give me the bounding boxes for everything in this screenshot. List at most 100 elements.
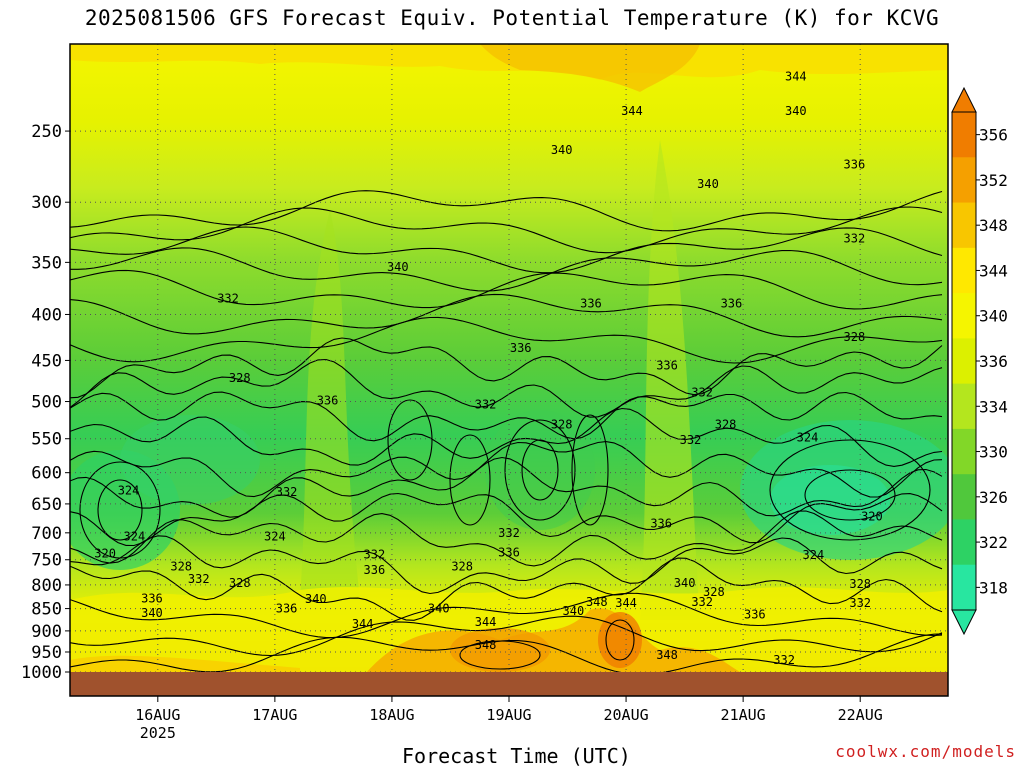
- contour-label: 320: [94, 547, 116, 561]
- colorbar-segment: [952, 247, 976, 294]
- contour-line: [70, 615, 943, 657]
- y-tick-label: 300: [31, 193, 62, 213]
- contour-label: 344: [621, 104, 643, 118]
- contour-line: [70, 269, 943, 310]
- colorbar-label: 352: [979, 171, 1008, 190]
- colorbar-segment: [952, 202, 976, 249]
- y-tick-label: 800: [31, 576, 62, 596]
- field-warm-column-1: [300, 210, 360, 600]
- contour-label: 340: [387, 260, 409, 274]
- colorbar-label: 340: [979, 307, 1008, 326]
- colorbar-label: 348: [979, 216, 1008, 235]
- colorbar-bottom-arrow: [951, 609, 977, 636]
- x-tick-label: 16AUG: [135, 706, 180, 724]
- y-tick-label: 750: [31, 551, 62, 571]
- contour-line: [70, 316, 943, 364]
- contour-label: 336: [580, 297, 602, 311]
- colorbar-label: 344: [979, 261, 1008, 280]
- y-tick-label: 500: [31, 393, 62, 413]
- colorbar-segment: [952, 519, 976, 566]
- contour-line: [70, 190, 943, 232]
- contour-label: 340: [305, 592, 327, 606]
- y-tick-label: 950: [31, 643, 62, 663]
- grid-lines: [70, 44, 948, 696]
- contour-line: [70, 557, 943, 621]
- contour-label: 332: [691, 386, 713, 400]
- contour-label: 324: [118, 484, 140, 498]
- contour-label: 324: [797, 431, 819, 445]
- contour-label: 344: [475, 615, 497, 629]
- x-tick-sublabel: 2025: [140, 724, 176, 742]
- colorbar-segment: [952, 112, 976, 158]
- contour-label: 336: [141, 591, 163, 605]
- y-axis: 2503003504004505005506006507007508008509…: [21, 122, 70, 683]
- x-tick-label: 19AUG: [486, 706, 531, 724]
- field-upper-orange: [480, 44, 700, 92]
- contour-label: 328: [849, 577, 871, 591]
- contour-label: 348: [586, 595, 608, 609]
- colorbar-label: 330: [979, 443, 1008, 462]
- contour-loop: [449, 434, 491, 526]
- contour-label: 332: [276, 485, 298, 499]
- contour-line: [70, 358, 943, 418]
- y-tick-label: 650: [31, 495, 62, 515]
- contour-label: 320: [861, 509, 883, 523]
- contour-label: 332: [691, 595, 713, 609]
- x-tick-label: 20AUG: [603, 706, 648, 724]
- y-tick-label: 550: [31, 430, 62, 450]
- contour-loop: [605, 619, 635, 661]
- colorbar-segment: [952, 338, 976, 385]
- contour-loop: [79, 461, 161, 559]
- contour-line: [70, 226, 943, 274]
- colorbar-segment: [952, 383, 976, 430]
- contour-loop: [459, 640, 541, 670]
- colorbar-label: 356: [979, 126, 1008, 145]
- contour-label: 340: [551, 143, 573, 157]
- field-warm-spot-2: [598, 612, 642, 668]
- y-tick-label: 600: [31, 464, 62, 484]
- contour-label: 328: [844, 330, 866, 344]
- contour-loop: [571, 414, 609, 526]
- contour-label: 332: [475, 397, 497, 411]
- contour-label: 348: [656, 648, 678, 662]
- colorbar-label: 334: [979, 397, 1008, 416]
- colorbar: 356 352 348 344 340 336 334 330 326 322 318: [951, 86, 1008, 636]
- y-tick-label: 1000: [21, 663, 62, 683]
- contour-label: 336: [364, 563, 386, 577]
- x-tick-label: 22AUG: [838, 706, 883, 724]
- contour-label: 344: [615, 596, 637, 610]
- contour-label: 336: [317, 394, 339, 408]
- contour-label: 332: [217, 292, 239, 306]
- contour-label: 336: [844, 157, 866, 171]
- contour-label: 340: [141, 606, 163, 620]
- contour-loop: [504, 419, 576, 521]
- contour-label: 324: [124, 529, 146, 543]
- x-tick-label: 18AUG: [369, 706, 414, 724]
- colorbar-label: 326: [979, 488, 1008, 507]
- y-tick-label: 400: [31, 305, 62, 325]
- contour-line: [70, 492, 943, 547]
- contour-label: 336: [498, 545, 520, 559]
- contour-label: 340: [563, 604, 585, 618]
- credit-link[interactable]: coolwx.com/models: [835, 742, 1016, 761]
- contour-label: 328: [229, 576, 251, 590]
- colorbar-segment: [952, 428, 976, 475]
- contour-line: [70, 592, 943, 639]
- field-warm-spot-1: [450, 628, 550, 672]
- contour-label: 332: [844, 231, 866, 245]
- x-tick-label: 21AUG: [721, 706, 766, 724]
- contour-line: [70, 337, 943, 399]
- x-tick-label: 17AUG: [252, 706, 297, 724]
- chart-title: 2025081506 GFS Forecast Equiv. Potential…: [84, 6, 940, 30]
- contour-loop: [521, 439, 559, 501]
- y-tick-label: 250: [31, 122, 62, 142]
- contour-label: 332: [849, 596, 871, 610]
- contour-label: 328: [715, 418, 737, 432]
- colorbar-label: 336: [979, 352, 1008, 371]
- contour-label: 332: [364, 548, 386, 562]
- contour-label: 348: [475, 638, 497, 652]
- field-cool-pool-east-2: [770, 465, 890, 535]
